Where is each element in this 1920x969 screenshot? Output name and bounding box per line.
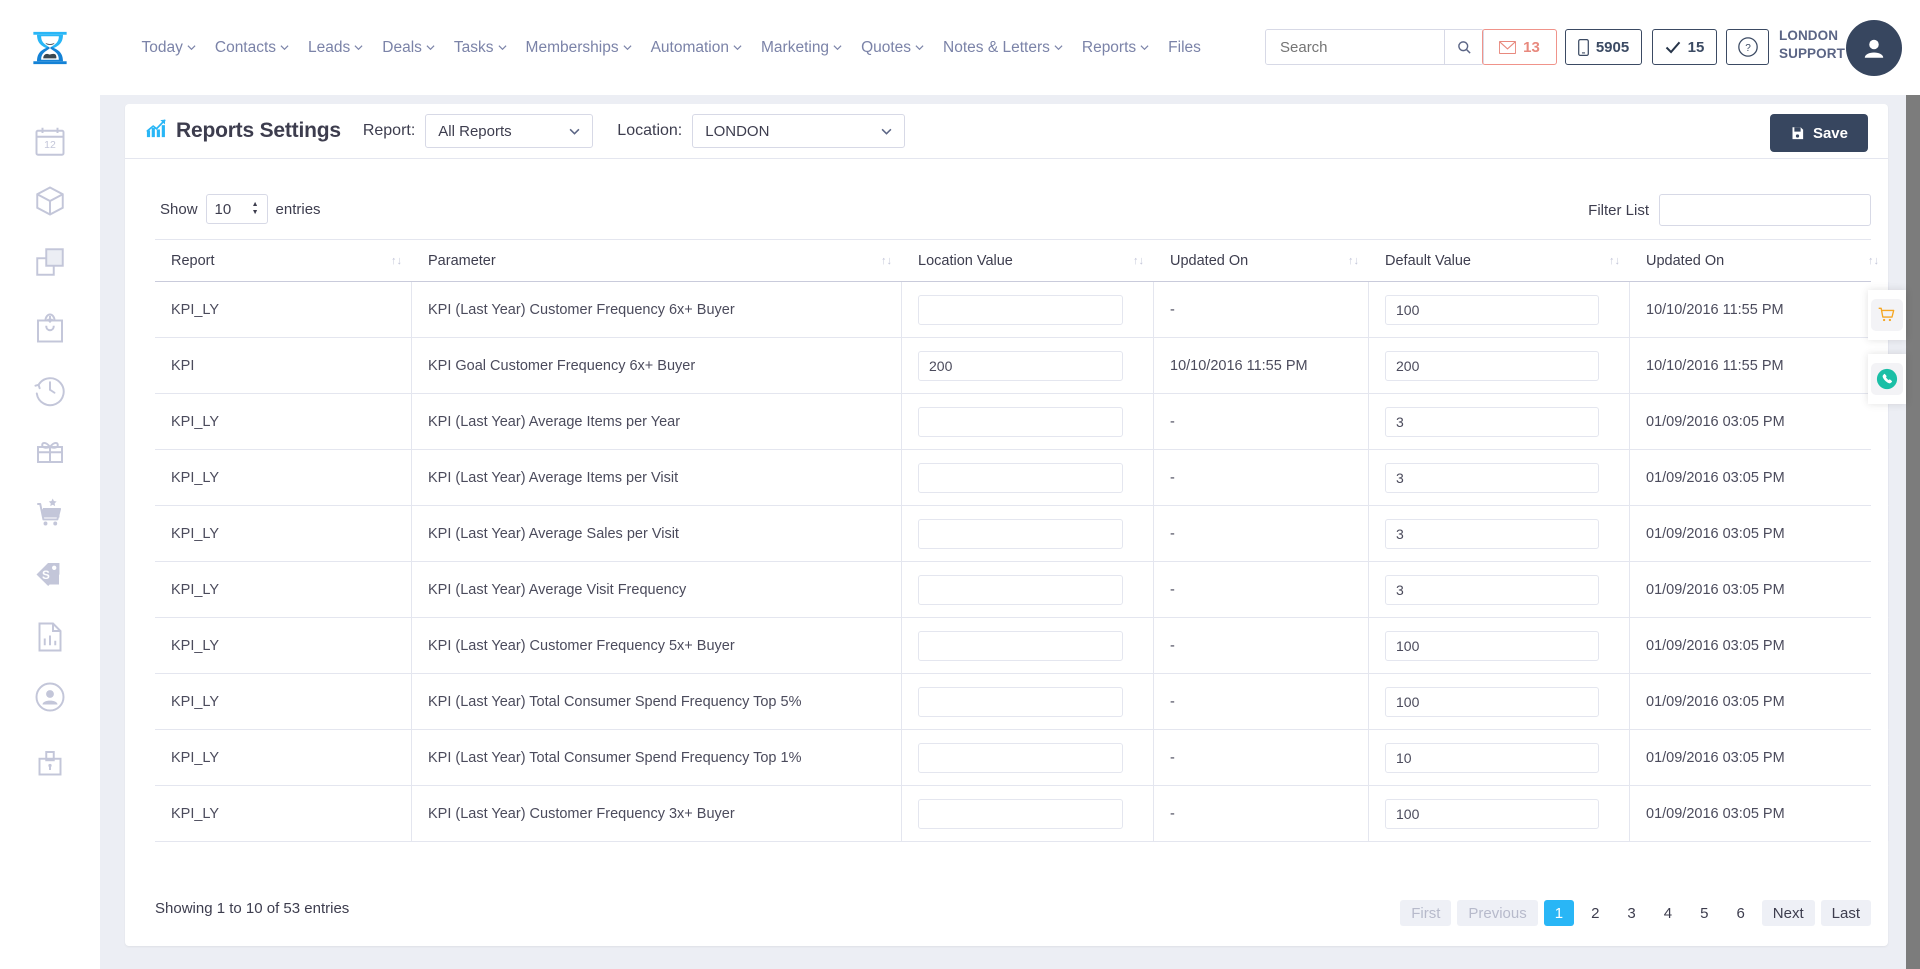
svg-text:12: 12 — [44, 139, 56, 151]
svg-text:S: S — [42, 569, 50, 582]
svg-text:?: ? — [1745, 43, 1751, 54]
